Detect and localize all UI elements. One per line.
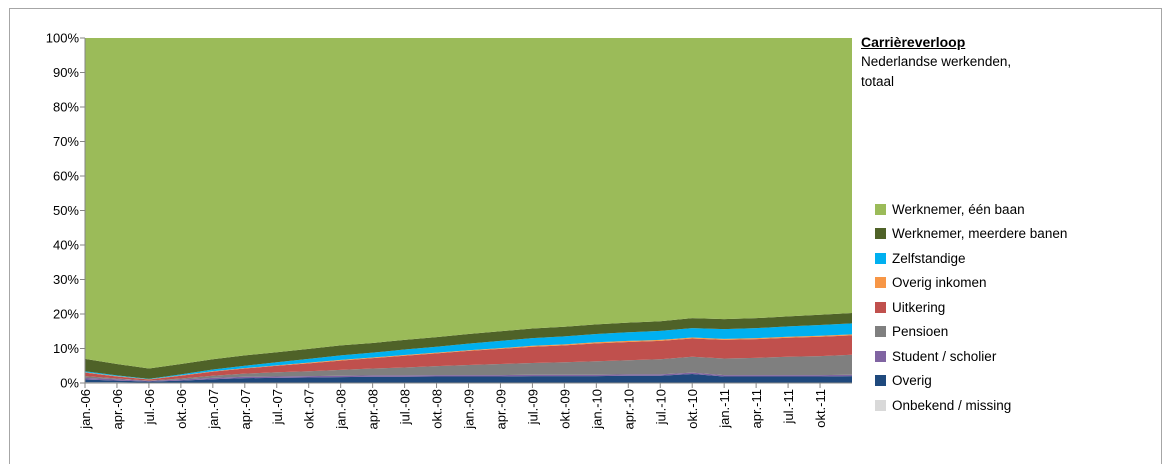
legend-label: Overig inkomen [892, 275, 987, 291]
y-axis: 0% 10% 20% 30% 40% 50% 60% 70% 80% 90% 100% [46, 31, 86, 391]
y-tick-label: 10% [53, 341, 79, 356]
x-tick-label: apr.-10 [621, 389, 636, 429]
legend-item: Overig inkomen [875, 271, 1165, 296]
legend-label: Pensioen [892, 324, 949, 340]
legend-swatch [875, 203, 886, 215]
legend-label: Onbekend / missing [892, 397, 1012, 413]
legend-swatch [875, 399, 886, 411]
legend-item: Onbekend / missing [875, 393, 1165, 418]
area-uitkering [85, 335, 852, 381]
area-werknemer-meerdere-banen [85, 312, 852, 379]
legend-swatch [875, 350, 886, 362]
legend-swatch [875, 252, 886, 264]
chart-title: Carrièreverloop [861, 34, 966, 50]
legend-label: Zelfstandige [892, 250, 966, 266]
x-tick-label: apr.-08 [366, 389, 381, 429]
area-overig [85, 374, 852, 383]
x-tick-label: okt.-07 [302, 389, 317, 429]
area-zelfstandige [85, 323, 852, 380]
x-tick-label: okt.-06 [174, 389, 189, 429]
area-werknemer-n-baan [85, 38, 852, 369]
y-tick-label: 50% [53, 203, 79, 218]
x-tick-label: okt.-10 [685, 389, 700, 429]
y-tick-label: 40% [53, 238, 79, 253]
legend-label: Werknemer, meerdere banen [892, 226, 1068, 242]
legend-swatch [875, 277, 886, 289]
legend-item: Werknemer, één baan [875, 197, 1165, 222]
y-tick-label: 90% [53, 65, 79, 80]
x-tick-label: jul.-10 [653, 389, 668, 425]
x-tick-label: okt.-08 [430, 389, 445, 429]
y-tick-label: 60% [53, 169, 79, 184]
y-tick-label: 80% [53, 100, 79, 115]
legend-swatch [875, 301, 886, 313]
x-tick-label: apr.-07 [238, 389, 253, 429]
legend-item: Student / scholier [875, 344, 1165, 369]
y-tick-label: 0% [60, 376, 79, 391]
x-axis: jan.-06 apr.-06 jul.-06 okt.-06 jan.-07 apr.-… [78, 382, 852, 430]
y-tick-label: 30% [53, 272, 79, 287]
x-tick-label: jan.-10 [589, 389, 604, 430]
x-tick-label: jul.-08 [398, 389, 413, 425]
x-tick-label: jan.-08 [334, 389, 349, 430]
x-tick-label: jan.-11 [717, 389, 732, 429]
legend: Werknemer, één baan Werknemer, meerdere … [875, 197, 1165, 418]
x-tick-label: jan.-07 [206, 389, 221, 430]
legend-swatch [875, 326, 886, 338]
x-tick-label: jul.-11 [781, 389, 796, 424]
x-tick-label: jul.-09 [525, 389, 540, 425]
legend-item: Uitkering [875, 295, 1165, 320]
x-tick-label: jan.-09 [462, 389, 477, 430]
x-tick-label: apr.-09 [493, 389, 508, 429]
y-tick-label: 20% [53, 307, 79, 322]
chart-subtitle: Nederlandse werkenden, totaal [861, 54, 1012, 89]
legend-label: Uitkering [892, 299, 946, 315]
legend-item: Werknemer, meerdere banen [875, 222, 1165, 247]
y-tick-label: 100% [46, 31, 80, 46]
title-block: Carrièreverloop Nederlandse werkenden, t… [861, 32, 1061, 92]
x-tick-label: apr.-06 [110, 389, 125, 429]
legend-label: Student / scholier [892, 348, 997, 364]
legend-swatch [875, 228, 886, 240]
series-areas [85, 38, 852, 383]
legend-label: Overig [892, 373, 932, 389]
y-tick-label: 70% [53, 134, 79, 149]
legend-item: Overig [875, 369, 1165, 394]
area-student-scholier [85, 372, 852, 382]
legend-item: Pensioen [875, 320, 1165, 345]
x-tick-label: okt.-09 [557, 389, 572, 429]
legend-swatch [875, 375, 886, 387]
chart-frame [9, 8, 1162, 464]
x-tick-label: jul.-06 [142, 389, 157, 425]
area-pensioen [85, 354, 852, 381]
legend-item: Zelfstandige [875, 246, 1165, 271]
x-tick-label: okt.-11 [813, 389, 828, 428]
x-tick-label: jan.-06 [78, 389, 93, 430]
x-tick-label: apr.-11 [749, 389, 764, 429]
x-tick-label: jul.-07 [270, 389, 285, 425]
legend-label: Werknemer, één baan [892, 201, 1025, 217]
